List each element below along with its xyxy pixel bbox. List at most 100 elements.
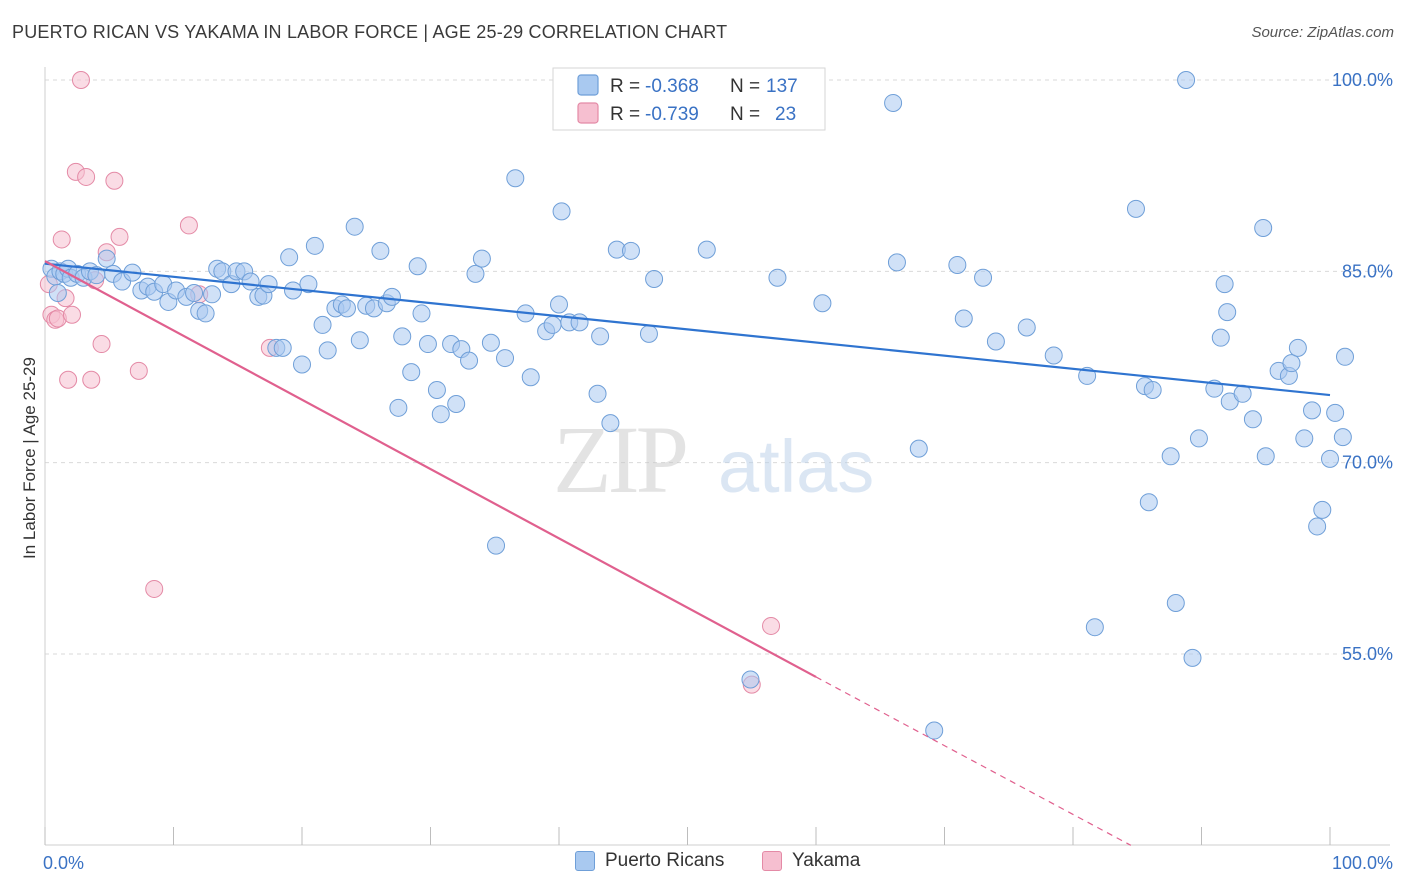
y-tick-label: 85.0% <box>1342 261 1393 281</box>
puerto-rican-point <box>521 368 540 387</box>
puerto-rican-point <box>48 284 67 303</box>
axes <box>44 67 1390 846</box>
watermark-atlas: atlas <box>718 425 874 508</box>
puerto-rican-point <box>768 268 787 287</box>
legend-n-value-pink: 23 <box>775 104 796 125</box>
puerto-rican-point <box>1143 380 1162 399</box>
puerto-rican-point <box>1288 338 1307 357</box>
yakama-points <box>39 71 781 694</box>
puerto-rican-point <box>948 255 967 274</box>
watermark: ZIP atlas <box>553 406 874 513</box>
yakama-point <box>179 216 198 235</box>
puerto-rican-point <box>427 380 446 399</box>
puerto-rican-point <box>543 315 562 334</box>
y-tick-label: 100.0% <box>1332 70 1393 90</box>
yakama-point <box>71 71 90 89</box>
puerto-rican-point <box>887 253 906 272</box>
yakama-point <box>129 361 148 380</box>
puerto-rican-point <box>621 241 640 260</box>
puerto-rican-point <box>552 202 571 221</box>
puerto-rican-point <box>460 351 479 370</box>
puerto-rican-point <box>645 269 664 288</box>
puerto-rican-point <box>550 295 568 314</box>
puerto-rican-point <box>974 268 993 287</box>
puerto-rican-point <box>1044 346 1063 365</box>
legend-r-value-blue: -0.368 <box>645 76 699 97</box>
yakama-point <box>145 579 164 598</box>
tick-labels: 55.0% 70.0% 85.0% 100.0% 0.0% 100.0% <box>43 70 1393 873</box>
puerto-rican-point <box>305 236 324 255</box>
puerto-rican-point <box>1183 648 1202 667</box>
puerto-rican-point <box>496 349 515 368</box>
legend-n-label-blue: N = <box>730 76 760 97</box>
y-tick-label: 55.0% <box>1342 644 1393 664</box>
puerto-rican-point <box>1308 517 1327 536</box>
puerto-rican-point <box>299 275 318 294</box>
puerto-rican-point <box>97 249 116 268</box>
puerto-rican-point <box>487 536 506 555</box>
puerto-rican-point <box>741 670 760 689</box>
puerto-rican-point <box>393 327 412 346</box>
yakama-point <box>92 335 111 354</box>
puerto-rican-point <box>481 333 500 352</box>
puerto-rican-point <box>259 275 278 294</box>
puerto-rican-trend-line <box>44 262 1331 397</box>
chart-title: PUERTO RICAN VS YAKAMA IN LABOR FORCE | … <box>12 22 728 42</box>
trend-lines <box>44 260 1331 846</box>
puerto-rican-point <box>1139 493 1158 512</box>
puerto-rican-point <box>954 309 973 328</box>
yakama-point <box>762 616 781 635</box>
puerto-rican-point <box>293 355 311 374</box>
x-tick-label: 100.0% <box>1332 853 1393 873</box>
puerto-rican-point <box>1254 218 1273 237</box>
puerto-rican-point <box>697 240 716 259</box>
puerto-rican-point <box>280 248 299 267</box>
puerto-rican-point <box>1126 199 1145 218</box>
watermark-zip: ZIP <box>553 406 686 513</box>
puerto-rican-point <box>909 439 928 458</box>
legend-swatch-blue <box>577 74 599 96</box>
puerto-rican-point <box>570 313 589 332</box>
puerto-rican-point <box>1243 410 1262 429</box>
puerto-rican-point <box>447 394 466 413</box>
puerto-rican-point <box>371 241 390 260</box>
legend-label-puerto-ricans: Puerto Ricans <box>605 850 725 871</box>
legend-item-yakama: Yakama <box>762 850 860 872</box>
puerto-rican-point <box>986 332 1005 351</box>
legend-swatch-puerto-ricans <box>575 851 595 871</box>
puerto-rican-point <box>1256 447 1275 466</box>
legend-swatch-pink <box>577 102 599 124</box>
puerto-rican-point <box>1333 428 1352 447</box>
legend-r-label-blue: R = <box>610 76 640 97</box>
yakama-point <box>105 171 124 190</box>
puerto-rican-point <box>1189 429 1208 448</box>
puerto-rican-point <box>601 414 620 433</box>
puerto-rican-point <box>639 324 658 343</box>
puerto-rican-point <box>1303 401 1322 420</box>
puerto-rican-point <box>203 285 222 304</box>
y-axis-label: In Labor Force | Age 25-29 <box>20 357 39 559</box>
yakama-point <box>52 230 71 249</box>
source-label: Source: ZipAtlas.com <box>1251 24 1394 41</box>
puerto-rican-point <box>382 287 401 306</box>
puerto-rican-point <box>185 284 204 303</box>
yakama-point <box>59 370 78 389</box>
puerto-rican-point <box>925 721 944 740</box>
legend-r-value-pink: -0.739 <box>645 104 699 125</box>
puerto-rican-point <box>402 363 421 382</box>
puerto-rican-point <box>466 264 485 283</box>
gridlines <box>45 79 1390 655</box>
puerto-rican-point <box>196 304 215 323</box>
puerto-rican-point <box>1017 318 1036 337</box>
puerto-rican-point <box>884 93 903 112</box>
puerto-rican-point <box>1326 403 1345 422</box>
puerto-rican-point <box>1336 347 1354 366</box>
puerto-rican-point <box>313 315 332 334</box>
legend-top: R = -0.368 N = 137 R = -0.739 N = 23 <box>552 67 826 131</box>
puerto-rican-point <box>506 169 525 188</box>
legend-label-yakama: Yakama <box>792 850 861 871</box>
puerto-rican-point <box>1295 429 1314 448</box>
puerto-rican-point <box>389 398 408 417</box>
puerto-rican-point <box>1313 500 1332 519</box>
puerto-rican-point <box>1215 275 1234 294</box>
